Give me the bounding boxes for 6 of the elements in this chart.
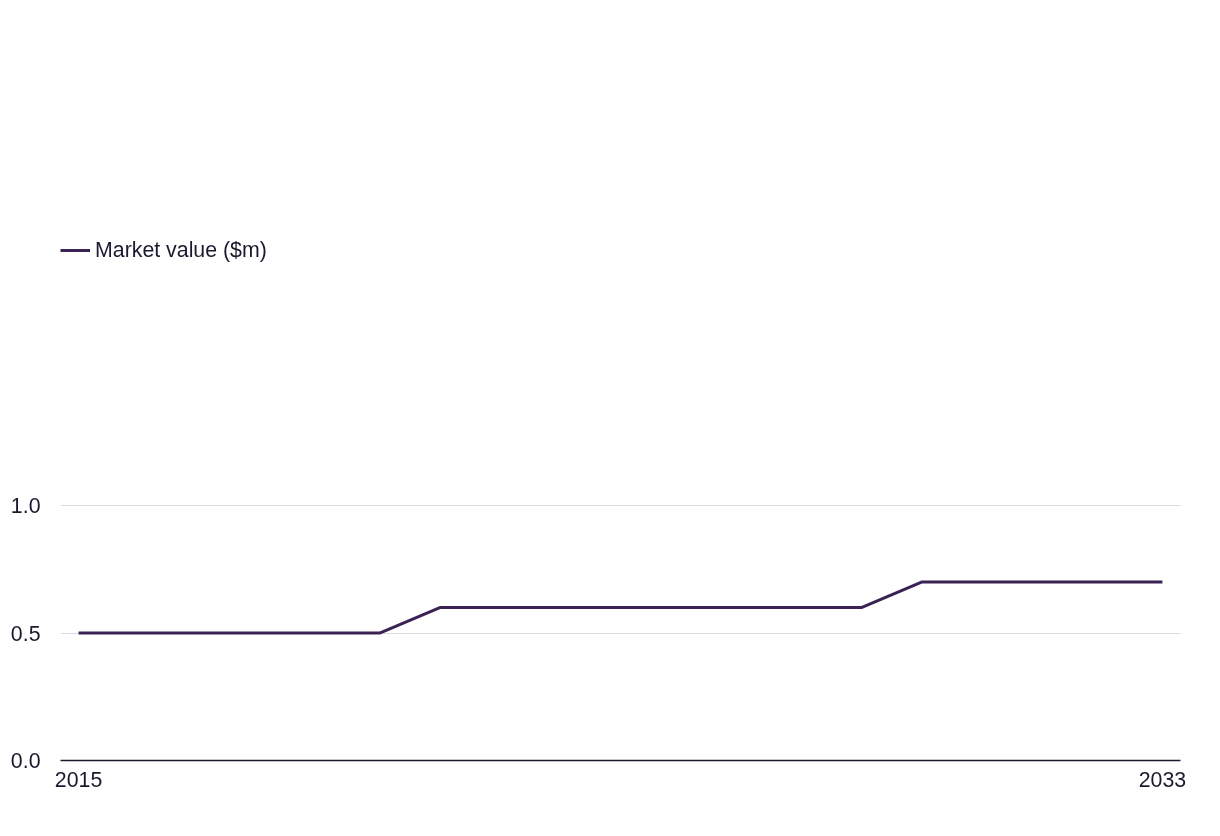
x-tick-label: 2033 [1138, 767, 1187, 792]
legend-label: Market value ($m) [95, 237, 267, 263]
x-tick-label: 2015 [54, 767, 103, 792]
y-tick-label: 0.0 [10, 749, 41, 773]
y-tick-label: 0.5 [10, 621, 41, 646]
y-tick-label: 1.0 [10, 494, 41, 519]
